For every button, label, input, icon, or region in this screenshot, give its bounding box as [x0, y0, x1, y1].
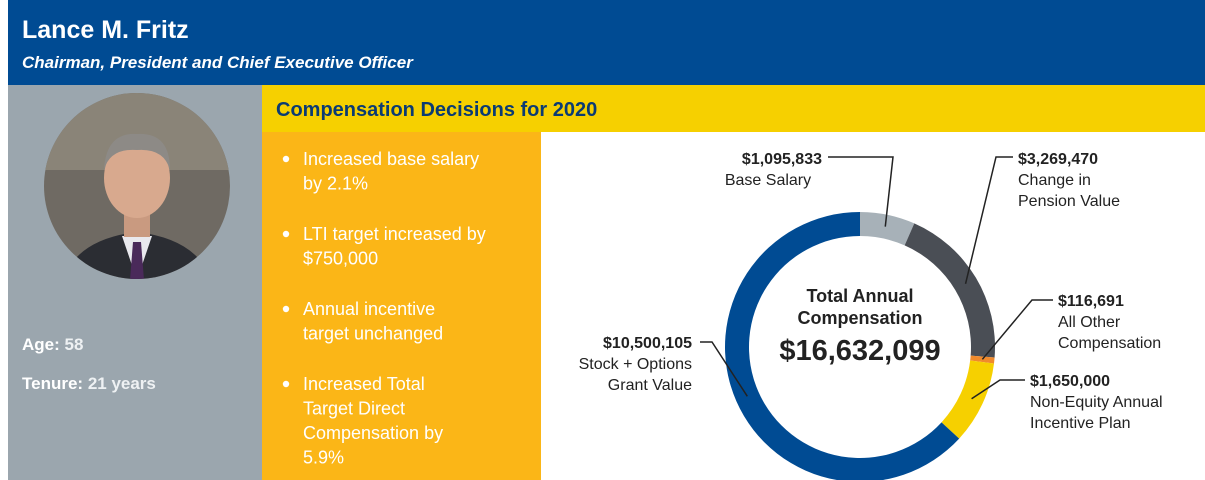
value-label: $1,095,833	[742, 151, 822, 168]
infographic: Lance M. Fritz Chairman, President and C…	[0, 0, 1205, 480]
bullet-dot	[283, 231, 289, 237]
bullet-text: by 2.1%	[303, 174, 368, 194]
value-label: $10,500,105	[603, 335, 692, 352]
center-title: Compensation	[797, 308, 922, 328]
center-total: $16,632,099	[779, 335, 940, 367]
tenure: Tenure: 21 years	[22, 374, 156, 393]
category-label: Compensation	[1058, 335, 1161, 352]
bullet-text: $750,000	[303, 249, 378, 269]
bullet-dot	[283, 306, 289, 312]
age: Age: 58	[22, 335, 83, 354]
category-label: Base Salary	[725, 172, 811, 189]
bullet-text: LTI target increased by	[303, 224, 486, 244]
header-subtitle: Chairman, President and Chief Executive …	[22, 53, 414, 72]
bullet-dot	[283, 156, 289, 162]
header-title: Lance M. Fritz	[22, 16, 189, 44]
category-label: Stock + Options	[579, 356, 692, 373]
category-label: Grant Value	[608, 377, 692, 394]
bullet-text: Increased Total	[303, 374, 425, 394]
category-label: All Other	[1058, 314, 1121, 331]
category-label: Pension Value	[1018, 193, 1120, 210]
bullet-text: 5.9%	[303, 448, 344, 468]
center-title: Total Annual	[807, 286, 914, 306]
bullet-text: Compensation by	[303, 423, 443, 443]
tenure-value: 21 years	[88, 374, 156, 393]
bullet-text: Target Direct	[303, 399, 405, 419]
value-label: $116,691	[1058, 293, 1124, 310]
category-label: Non-Equity Annual	[1030, 394, 1163, 411]
donut-segment	[942, 361, 994, 439]
bullet-text: Increased base salary	[303, 149, 479, 169]
category-label: Incentive Plan	[1030, 415, 1131, 432]
value-label: $3,269,470	[1018, 151, 1098, 168]
leader-line	[966, 157, 1013, 284]
bullet-text: target unchanged	[303, 324, 443, 344]
age-label: Age:	[22, 335, 60, 354]
bullet-dot	[283, 381, 289, 387]
age-value: 58	[65, 335, 84, 354]
value-label: $1,650,000	[1030, 373, 1110, 390]
category-label: Change in	[1018, 172, 1091, 189]
donut-chart: $1,095,833 Base Salary $3,269,470 Change in…	[579, 151, 1163, 480]
tenure-label: Tenure:	[22, 374, 83, 393]
donut-segment	[860, 212, 914, 245]
bullet-text: Annual incentive	[303, 299, 435, 319]
decisions-title: Compensation Decisions for 2020	[276, 99, 597, 121]
